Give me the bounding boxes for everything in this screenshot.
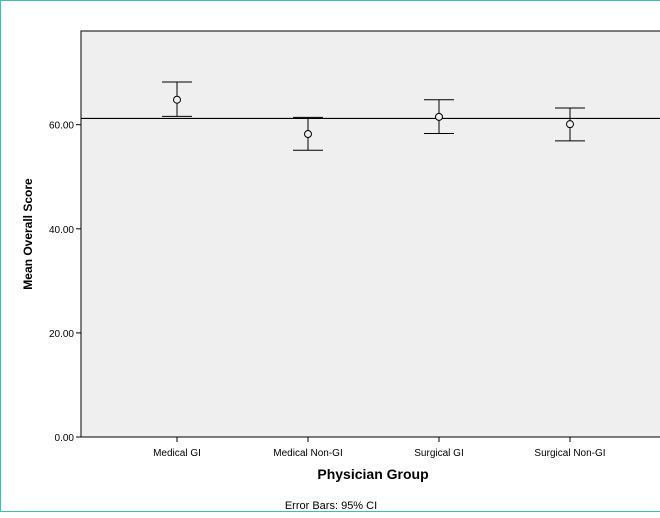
error-bar-group	[293, 116, 323, 151]
error-bar-group	[162, 81, 192, 117]
y-tick-label: 20.00	[49, 329, 74, 340]
error-bar-footnote: Error Bars: 95% CI	[285, 500, 377, 512]
y-tick-label: 0.00	[55, 433, 75, 444]
y-axis: 0.00 20.00 40.00 60.00	[49, 121, 81, 444]
x-tick-label: Medical Non-GI	[273, 448, 342, 459]
y-axis-title: Mean Overall Score	[21, 178, 35, 290]
plot-area	[80, 30, 660, 438]
y-tick-label: 40.00	[49, 225, 74, 236]
x-tick-label: Surgical Non-GI	[534, 448, 605, 459]
error-bar-group	[424, 99, 454, 135]
mean-marker	[566, 120, 574, 129]
error-bars	[162, 81, 585, 151]
x-tick-label: Surgical GI	[414, 448, 463, 459]
mean-marker	[173, 95, 181, 104]
y-tick-label: 60.00	[49, 121, 74, 132]
x-axis-title: Physician Group	[317, 466, 428, 482]
mean-marker	[304, 130, 312, 139]
x-axis: Medical GI Medical Non-GI Surgical GI Surgi…	[153, 437, 606, 459]
error-bar-group	[555, 107, 585, 142]
mean-marker	[435, 112, 443, 121]
x-tick-label: Medical GI	[153, 448, 201, 459]
